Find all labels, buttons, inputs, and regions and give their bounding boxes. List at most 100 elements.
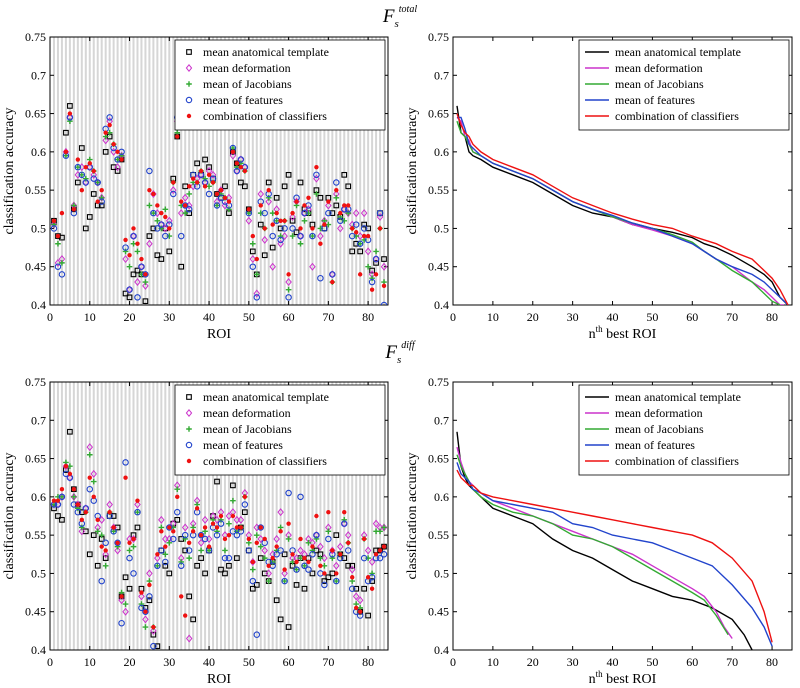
x-tick-label: 50 xyxy=(243,655,255,669)
data-point xyxy=(63,129,69,136)
data-point xyxy=(290,552,295,557)
data-point xyxy=(365,575,371,580)
title-row-1: Fstotal xyxy=(382,4,417,30)
data-point xyxy=(155,203,160,208)
data-point xyxy=(166,248,173,255)
data-point xyxy=(253,532,260,538)
data-point xyxy=(253,294,261,301)
data-point xyxy=(297,240,304,247)
roi-stripe xyxy=(72,382,75,650)
data-point xyxy=(226,206,232,213)
x-tick-label: 0 xyxy=(450,310,456,324)
data-point xyxy=(146,202,153,209)
data-point xyxy=(143,272,148,277)
data-point xyxy=(269,244,276,251)
data-point xyxy=(115,149,120,155)
data-point xyxy=(257,524,265,531)
data-point xyxy=(86,443,94,452)
legend-label: mean anatomical template xyxy=(615,45,741,59)
data-point xyxy=(91,494,96,500)
roi-stripe xyxy=(96,37,99,305)
data-point xyxy=(350,575,355,580)
data-point xyxy=(75,502,81,507)
data-point xyxy=(126,554,133,562)
data-point xyxy=(349,562,356,569)
data-point xyxy=(365,225,371,232)
data-point xyxy=(249,263,257,270)
data-point xyxy=(134,524,141,531)
data-point xyxy=(142,624,149,630)
data-point xyxy=(154,217,161,224)
legend-marker xyxy=(186,113,192,119)
series-mean-of-features xyxy=(457,116,789,305)
data-point xyxy=(305,210,312,216)
roi-stripe xyxy=(287,37,290,305)
data-point xyxy=(55,233,61,239)
roi-stripe xyxy=(255,382,258,650)
roi-stripe xyxy=(152,37,155,305)
roi-stripe xyxy=(116,382,119,650)
x-axis-label-rest: best ROI xyxy=(603,672,657,687)
data-point xyxy=(122,601,129,607)
legend-label: mean of Jacobians xyxy=(203,77,292,91)
data-point xyxy=(313,171,320,179)
roi-stripe xyxy=(371,37,374,305)
x-tick-label: 80 xyxy=(766,310,778,324)
data-point xyxy=(94,179,101,186)
data-point xyxy=(102,550,109,559)
data-point xyxy=(186,184,192,189)
y-tick-label: 0.65 xyxy=(25,107,46,121)
data-point xyxy=(277,233,284,239)
data-point xyxy=(55,233,61,239)
roi-stripe xyxy=(196,382,199,650)
data-point xyxy=(134,509,141,515)
roi-stripe xyxy=(120,37,123,305)
series-line xyxy=(456,120,781,305)
roi-stripe xyxy=(267,382,270,650)
roi-stripe xyxy=(315,37,318,305)
data-point xyxy=(294,199,299,204)
data-point xyxy=(261,235,268,244)
x-axis-label-sup: th xyxy=(596,669,604,679)
x-tick-label: 80 xyxy=(362,310,374,324)
data-point xyxy=(313,191,320,197)
data-point xyxy=(356,240,364,247)
title-row-1-main: F xyxy=(382,6,395,27)
data-point xyxy=(79,187,85,193)
data-point xyxy=(261,570,268,577)
data-point xyxy=(233,531,241,539)
data-point xyxy=(285,624,292,630)
title-row-2-sup: diff xyxy=(401,340,416,351)
data-point xyxy=(135,498,140,503)
data-point xyxy=(277,236,284,244)
data-point xyxy=(253,631,261,638)
data-point xyxy=(67,471,73,477)
data-point xyxy=(178,559,185,565)
data-point xyxy=(237,515,245,524)
data-point xyxy=(198,532,204,538)
roi-stripe xyxy=(216,37,219,305)
y-tick-label: 0.4 xyxy=(31,643,46,657)
data-point xyxy=(186,555,192,561)
data-point xyxy=(293,566,300,573)
data-point xyxy=(170,535,177,543)
data-point xyxy=(190,616,197,623)
data-point xyxy=(150,631,157,638)
data-point xyxy=(147,582,152,588)
legend-label: combination of classifiers xyxy=(615,454,739,468)
data-point xyxy=(341,517,348,523)
data-point xyxy=(131,226,136,231)
data-point xyxy=(218,566,224,573)
data-point xyxy=(67,118,73,125)
data-point xyxy=(70,492,78,501)
data-point xyxy=(306,559,311,565)
data-point xyxy=(249,248,256,255)
data-point xyxy=(177,562,185,570)
roi-stripe xyxy=(223,37,226,305)
roi-stripe xyxy=(84,382,87,650)
y-tick-label: 0.7 xyxy=(31,68,46,82)
data-point xyxy=(230,497,236,504)
x-tick-label: 30 xyxy=(567,310,579,324)
data-point xyxy=(118,619,125,627)
